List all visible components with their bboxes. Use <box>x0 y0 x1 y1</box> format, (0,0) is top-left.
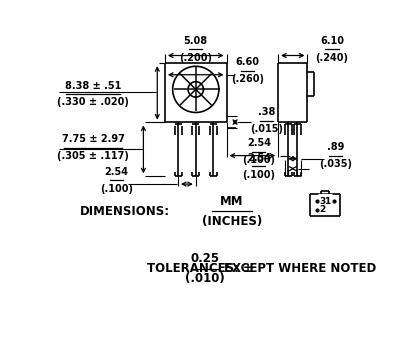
Text: 6.60: 6.60 <box>235 58 259 67</box>
Text: 5.08: 5.08 <box>184 36 208 46</box>
Text: (.035): (.035) <box>320 159 352 169</box>
Text: (.330 ± .020): (.330 ± .020) <box>58 98 129 108</box>
Text: (.305 ± .117): (.305 ± .117) <box>58 151 129 161</box>
Text: 8.38 ± .51: 8.38 ± .51 <box>65 81 122 91</box>
Text: (.010): (.010) <box>185 272 225 285</box>
Text: (.200): (.200) <box>179 53 212 63</box>
Text: (.015): (.015) <box>250 125 283 134</box>
Text: 1: 1 <box>324 196 330 205</box>
Text: 2.54: 2.54 <box>247 138 271 148</box>
Text: MM: MM <box>220 195 244 208</box>
Text: EXCEPT WHERE NOTED: EXCEPT WHERE NOTED <box>224 262 376 275</box>
Text: (.260): (.260) <box>231 74 264 84</box>
Text: (INCHES): (INCHES) <box>202 214 262 228</box>
Text: (.100): (.100) <box>242 170 275 180</box>
Text: .38: .38 <box>258 108 275 118</box>
Text: 2.54: 2.54 <box>247 153 271 163</box>
Text: DIMENSIONS:: DIMENSIONS: <box>80 204 170 218</box>
Text: (.100): (.100) <box>242 155 275 165</box>
Text: (.240): (.240) <box>316 53 348 63</box>
Text: 0.25: 0.25 <box>190 252 220 265</box>
Text: 3: 3 <box>320 196 326 205</box>
Text: .89: .89 <box>327 142 344 152</box>
Text: TOLERANCES: ±: TOLERANCES: ± <box>147 262 253 275</box>
Text: 7.75 ± 2.97: 7.75 ± 2.97 <box>62 134 125 144</box>
Text: (.100): (.100) <box>100 184 133 194</box>
Text: 2: 2 <box>320 205 326 214</box>
Text: 2.54: 2.54 <box>104 167 128 177</box>
Text: 6.10: 6.10 <box>320 36 344 46</box>
